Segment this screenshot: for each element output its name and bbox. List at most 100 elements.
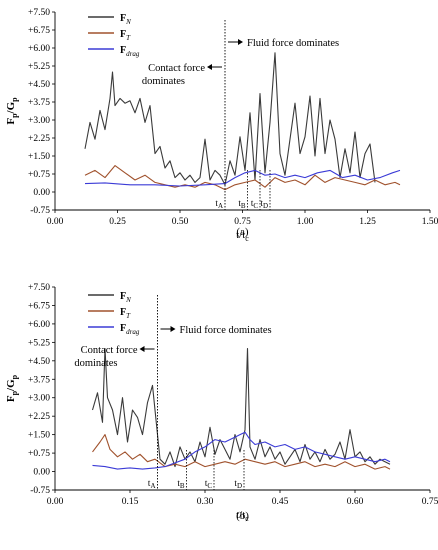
y-tick-label: +3.00	[28, 116, 50, 126]
legend-label-fdrag-sub: drag	[126, 50, 140, 58]
y-tick-label: +2.25	[28, 134, 50, 144]
x-axis-label-main: t/t	[236, 509, 245, 521]
x-tick-label: 0.45	[272, 497, 289, 507]
time-marker-label: tC	[205, 478, 213, 490]
time-marker-t: t	[177, 478, 180, 488]
annotation-contact-force: Contact force dominates	[74, 345, 137, 369]
x-axis-label: t/tc	[236, 509, 249, 523]
y-tick-label: 0.00	[33, 468, 50, 478]
series-line-ft	[84, 165, 401, 191]
x-axis-label-sub: c	[245, 234, 249, 243]
y-axis-label: Fp/Gp	[5, 97, 19, 125]
y-tick-label: +4.50	[28, 80, 50, 90]
y-tick-label: +1.50	[28, 152, 50, 162]
y-axis-label-f: F	[5, 118, 17, 125]
time-marker-sub: C	[253, 202, 258, 210]
time-marker-label: tD	[260, 198, 268, 210]
time-marker-sub: D	[263, 202, 268, 210]
x-tick-label: 0.30	[197, 497, 214, 507]
time-marker-t: t	[260, 198, 263, 208]
x-tick-label: 0.00	[47, 497, 64, 507]
y-tick-label: +0.75	[28, 170, 50, 180]
y-tick-label: +6.75	[28, 301, 50, 311]
annotation-fluid-force: Fluid force dominates	[247, 38, 339, 49]
time-marker-sub: B	[241, 202, 246, 210]
y-axis-label-sub: p	[10, 390, 19, 395]
y-tick-label: +2.25	[28, 412, 50, 422]
legend-label-fn-sub: N	[125, 296, 131, 304]
y-tick-label: 0.00	[33, 188, 50, 198]
time-marker-sub: A	[150, 482, 155, 490]
chart-panel-a: -0.750.00+0.75+1.50+2.25+3.00+3.75+4.50+…	[5, 8, 438, 243]
y-tick-label: +0.75	[28, 449, 50, 459]
legend-label-fdrag: Fdrag	[120, 45, 140, 58]
annotation-fluid-force: Fluid force dominates	[180, 325, 272, 336]
x-tick-label: 0.25	[109, 217, 126, 227]
legend-label-fn: FN	[120, 291, 131, 304]
arrow-right-head	[238, 39, 243, 45]
panel-label: (a)	[236, 226, 249, 238]
y-tick-label: -0.75	[30, 486, 50, 496]
y-tick-label: -0.75	[30, 206, 50, 216]
time-marker-t: t	[215, 198, 218, 208]
series-line-ft	[92, 434, 391, 470]
y-axis-label: Fp/Gp	[5, 374, 19, 402]
legend-label-ft-sub: T	[126, 312, 131, 320]
x-tick-label: 0.60	[347, 497, 364, 507]
series-line-fn	[84, 52, 376, 186]
panel-label: (b)	[236, 510, 249, 522]
legend-label-fn-main: F	[120, 13, 126, 24]
x-tick-label: 0.75	[422, 497, 438, 507]
time-marker-t: t	[238, 198, 241, 208]
y-axis-label-sub2: p	[10, 374, 19, 379]
y-tick-label: +3.75	[28, 98, 50, 108]
y-tick-label: +6.00	[28, 44, 50, 54]
time-marker-t: t	[148, 478, 151, 488]
x-tick-label: 0.75	[234, 217, 251, 227]
time-marker-label: tC	[251, 198, 259, 210]
legend-label-fn: FN	[120, 13, 131, 26]
y-tick-label: +7.50	[28, 283, 50, 293]
y-axis-label-f: F	[5, 395, 17, 402]
y-axis-label-sub2: p	[10, 97, 19, 102]
y-axis-label-g: /G	[5, 101, 17, 114]
x-tick-label: 0.00	[47, 217, 64, 227]
time-marker-sub: C	[207, 482, 212, 490]
legend-label-fdrag-sub: drag	[126, 328, 140, 336]
legend-label-fn-sub: N	[125, 18, 131, 26]
x-tick-label: 1.00	[297, 217, 314, 227]
x-tick-label: 0.15	[122, 497, 139, 507]
y-tick-label: +3.75	[28, 375, 50, 385]
y-axis-label-sub: p	[10, 113, 19, 118]
time-marker-sub: A	[218, 202, 223, 210]
legend-label-fdrag-main: F	[120, 45, 126, 56]
time-marker-t: t	[234, 478, 237, 488]
time-marker-t: t	[251, 198, 254, 208]
legend-label-ft-sub: T	[126, 34, 131, 42]
series-line-fdrag	[84, 169, 401, 187]
annotation-contact-line2: dominates	[74, 358, 117, 369]
y-tick-label: +7.50	[28, 8, 50, 18]
x-axis-label: t/tc	[236, 229, 249, 243]
annotation-contact-line2: dominates	[142, 76, 185, 87]
time-marker-label: tD	[234, 478, 242, 490]
y-axis-label-g: /G	[5, 379, 17, 392]
time-marker-t: t	[205, 478, 208, 488]
arrow-left-head	[139, 346, 145, 352]
x-tick-label: 1.50	[422, 217, 438, 227]
y-tick-label: +6.75	[28, 26, 50, 36]
x-axis-label-sub: c	[245, 514, 249, 523]
time-marker-sub: B	[180, 482, 185, 490]
legend-label-ft-main: F	[120, 307, 126, 318]
legend-label-ft: FT	[120, 29, 131, 42]
legend-label-fn-main: F	[120, 291, 126, 302]
y-tick-label: +5.25	[28, 338, 50, 348]
legend-label-fdrag: Fdrag	[120, 323, 140, 336]
legend-label-ft-main: F	[120, 29, 126, 40]
y-tick-label: +1.50	[28, 431, 50, 441]
series-line-fn	[91, 347, 391, 468]
annotation-contact-force: Contact force dominates	[142, 63, 205, 87]
series-line-fdrag	[92, 431, 391, 470]
time-marker-sub: D	[237, 482, 242, 490]
